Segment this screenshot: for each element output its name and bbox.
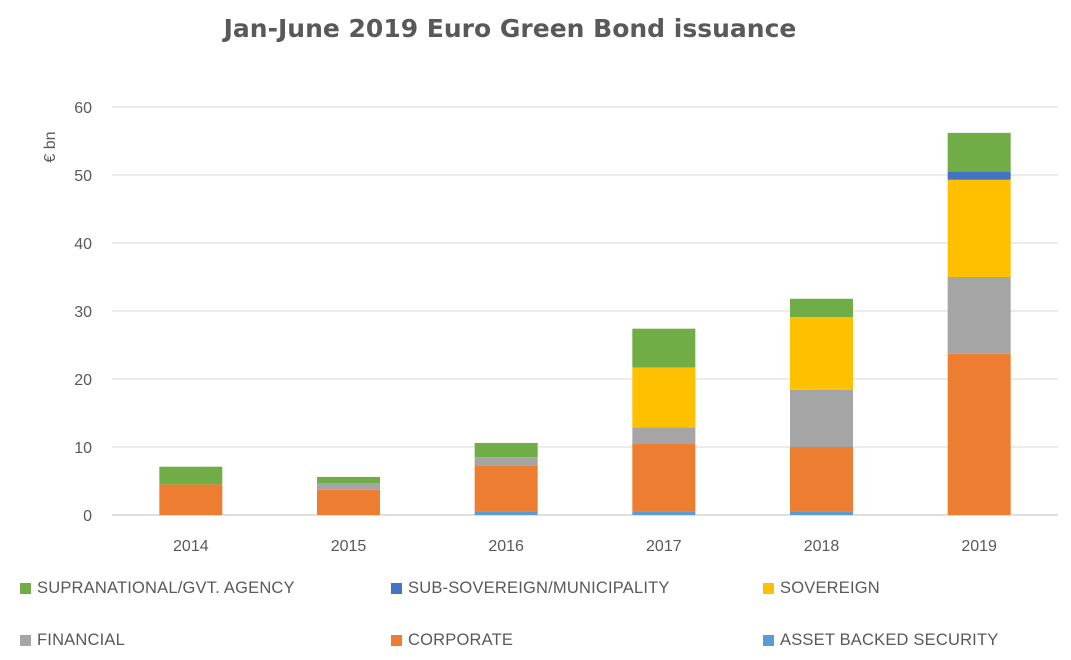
bar-segment: [947, 132, 1011, 172]
legend-swatch: [391, 635, 402, 646]
legend-item: CORPORATE: [391, 631, 513, 650]
legend-item: ASSET BACKED SECURITY: [763, 631, 998, 650]
legend-item: SUPRANATIONAL/GVT. AGENCY: [20, 579, 295, 598]
bar-segment: [790, 389, 853, 447]
x-tick-label: 2019: [961, 538, 997, 555]
bar-segment: [790, 298, 853, 318]
legend-label: ASSET BACKED SECURITY: [780, 631, 999, 649]
bar-segment: [947, 277, 1011, 354]
bar-segment: [632, 427, 696, 444]
legend-label: SUPRANATIONAL/GVT. AGENCY: [37, 579, 295, 597]
bar-segment: [317, 483, 380, 490]
bar-segment: [790, 447, 853, 512]
x-tick-label: 2017: [646, 538, 682, 555]
x-axis-ticks: 2014 2015 2016 2017 2018 2019: [173, 538, 997, 555]
legend-swatch: [763, 583, 774, 594]
chart-title: Jan-June 2019 Euro Green Bond issuance: [223, 14, 797, 43]
legend-item: FINANCIAL: [20, 631, 125, 650]
bar-segment: [947, 353, 1011, 515]
x-tick-label: 2015: [331, 538, 367, 555]
y-tick-label: 20: [74, 372, 92, 389]
bar-segment: [947, 171, 1011, 180]
bar-segment: [474, 465, 538, 512]
bar-segment: [474, 511, 538, 515]
x-tick-label: 2016: [488, 538, 524, 555]
gridlines: [112, 106, 1058, 516]
legend-swatch: [20, 635, 31, 646]
y-tick-label: 50: [74, 168, 92, 185]
x-tick-label: 2018: [804, 538, 840, 555]
y-tick-label: 30: [74, 304, 92, 321]
y-tick-label: 60: [74, 100, 92, 117]
bar-segment: [317, 476, 380, 484]
legend-item: SUB-SOVEREIGN/MUNICIPALITY: [391, 579, 670, 598]
legend-swatch: [20, 583, 31, 594]
chart-area: 0 10 20 30 40 50 60 2014 2015 2016 2017 2018 2019 €…: [42, 100, 1058, 555]
legend-label: SUB-SOVEREIGN/MUNICIPALITY: [408, 579, 670, 597]
legend-label: CORPORATE: [408, 631, 514, 649]
y-tick-label: 0: [83, 508, 92, 525]
legend-swatch: [763, 635, 774, 646]
bar-segment: [632, 367, 696, 428]
legend-swatch: [391, 583, 402, 594]
bar-segment: [790, 317, 853, 390]
bars: [159, 132, 1011, 515]
bar-segment: [159, 466, 223, 485]
bar-segment: [632, 443, 696, 512]
legend-label: SOVEREIGN: [780, 579, 880, 597]
y-tick-label: 40: [74, 236, 92, 253]
x-tick-label: 2014: [173, 538, 209, 555]
bar-segment: [790, 511, 853, 515]
y-tick-label: 10: [74, 440, 92, 457]
y-axis-label: € bn: [42, 131, 59, 162]
bar-segment: [474, 442, 538, 458]
legend-label: FINANCIAL: [37, 631, 125, 649]
bar-segment: [317, 489, 380, 515]
legend-item: SOVEREIGN: [763, 579, 880, 598]
bar-segment: [632, 328, 696, 368]
bar-segment: [632, 511, 696, 515]
y-axis-ticks: 0 10 20 30 40 50 60: [74, 100, 92, 525]
bar-segment: [474, 457, 538, 466]
legend: SUPRANATIONAL/GVT. AGENCY SUB-SOVEREIGN/M…: [20, 576, 1060, 660]
bar-segment: [159, 484, 223, 515]
bar-segment: [947, 179, 1011, 277]
